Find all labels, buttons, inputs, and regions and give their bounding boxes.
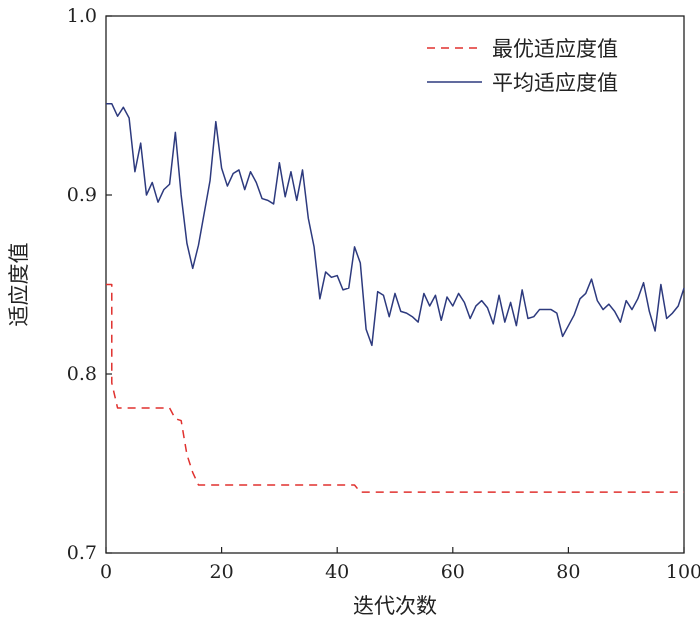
x-axis-title: 迭代次数 xyxy=(353,594,437,618)
legend-label: 平均适应度值 xyxy=(492,71,618,95)
y-axis-title: 适应度值 xyxy=(7,243,31,327)
x-tick-label: 80 xyxy=(556,561,580,583)
y-tick-label: 0.7 xyxy=(67,542,97,564)
x-tick-label: 100 xyxy=(666,561,700,583)
x-tick-label: 20 xyxy=(210,561,234,583)
average-fitness-line xyxy=(106,102,685,347)
best-fitness-line xyxy=(106,283,684,493)
y-tick-label: 1.0 xyxy=(67,5,97,27)
tick-layer: 0 20 40 60 80 100 0.7 0.8 0.9 1.0 xyxy=(67,5,700,583)
x-tick-label: 40 xyxy=(325,561,349,583)
x-tick-label: 60 xyxy=(441,561,465,583)
y-tick-label: 0.8 xyxy=(67,363,97,385)
legend-label: 最优适应度值 xyxy=(492,37,618,61)
x-tick-label: 0 xyxy=(100,561,112,583)
series-layer xyxy=(106,102,685,493)
y-tick-label: 0.9 xyxy=(67,184,97,206)
